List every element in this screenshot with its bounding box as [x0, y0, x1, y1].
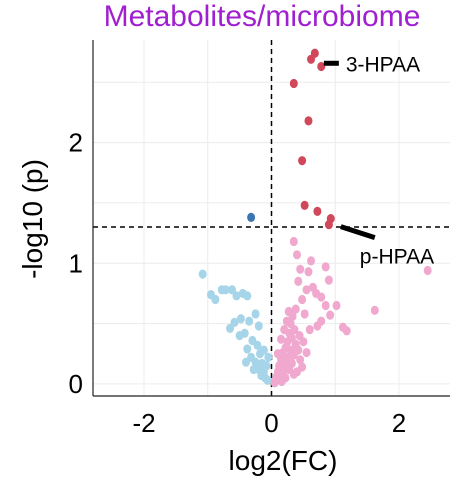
data-point-ns-up	[342, 326, 351, 336]
data-point-ns-up	[289, 369, 298, 379]
data-point-ns-up	[294, 276, 303, 286]
data-point-ns-down	[262, 361, 271, 371]
annotations: 3-HPAA p-HPAA	[323, 53, 434, 269]
x-tick-label: -2	[132, 408, 155, 438]
data-point-ns-up	[270, 378, 279, 388]
data-points	[198, 48, 432, 388]
data-point-ns-up	[277, 376, 286, 387]
data-point-ns-up	[370, 305, 379, 315]
data-point-ns-up	[317, 292, 326, 302]
y-axis-title: -log10 (p)	[17, 159, 48, 279]
annotation-p-hpaa-line	[340, 224, 376, 240]
data-point-ns-up	[273, 349, 282, 359]
data-point-ns-down	[198, 269, 207, 279]
annotation-3-hpaa-label: 3-HPAA	[346, 53, 420, 76]
data-point-ns-up	[280, 325, 289, 335]
axes: -2 0 2 0 1 2	[69, 40, 450, 438]
data-point-sig-up	[324, 220, 333, 230]
data-point-ns-down	[259, 345, 268, 355]
y-tick-label: 1	[69, 248, 83, 278]
data-point-ns-up	[282, 316, 291, 326]
data-point-ns-up	[423, 265, 432, 276]
data-point-ns-down	[254, 321, 263, 331]
data-point-ns-up	[284, 306, 293, 317]
data-point-ns-down	[232, 291, 241, 301]
x-tick-label: 2	[392, 408, 406, 438]
data-point-ns-up	[308, 282, 317, 292]
data-point-ns-up	[324, 275, 333, 285]
data-point-ns-up	[302, 285, 311, 295]
data-point-ns-down	[226, 323, 235, 334]
data-point-ns-down	[243, 291, 252, 301]
data-point-ns-up	[291, 304, 300, 314]
data-point-ns-down	[242, 357, 250, 367]
y-tick-label: 0	[69, 369, 83, 399]
data-point-ns-up	[289, 236, 298, 247]
data-point-sig-up	[300, 200, 309, 210]
data-point-ns-up	[277, 334, 286, 344]
data-point-ns-up	[302, 347, 311, 358]
data-point-ns-down	[249, 364, 258, 375]
data-point-ns-up	[326, 310, 335, 320]
data-point-ns-up	[293, 250, 301, 260]
data-point-ns-up	[307, 256, 316, 266]
data-point-ns-down	[253, 340, 262, 350]
data-point-ns-down	[251, 357, 260, 367]
data-point-ns-up	[321, 262, 330, 272]
data-point-ns-up	[295, 331, 304, 341]
data-point-ns-down	[245, 316, 254, 326]
data-point-ns-down	[227, 285, 236, 295]
data-point-ns-up	[300, 309, 309, 319]
data-point-ns-down	[230, 317, 239, 327]
data-point-ns-up	[294, 345, 303, 355]
data-point-ns-up	[296, 355, 305, 365]
data-point-ns-down	[211, 294, 220, 305]
data-point-ns-down	[251, 309, 260, 319]
annotation-p-hpaa-label: p-HPAA	[360, 246, 434, 269]
data-point-ns-up	[332, 300, 341, 311]
data-point-ns-down	[263, 375, 272, 385]
data-point-sig-up	[289, 78, 298, 89]
threshold-lines	[93, 40, 450, 396]
data-point-ns-up	[313, 321, 322, 331]
y-tick-label: 2	[69, 128, 83, 158]
data-point-ns-up	[321, 300, 330, 311]
data-point-ns-up	[298, 294, 307, 305]
data-point-ns-up	[305, 325, 314, 335]
grid	[93, 40, 450, 396]
data-point-sig-up	[317, 61, 326, 72]
data-point-ns-up	[304, 267, 313, 277]
data-point-ns-up	[296, 264, 305, 274]
data-point-ns-down	[243, 344, 252, 354]
data-point-ns-down	[235, 331, 244, 341]
chart-title: Metabolites/microbiome	[104, 0, 421, 33]
data-point-sig-up	[313, 206, 322, 216]
x-axis-title: log2(FC)	[229, 445, 338, 476]
x-tick-label: 0	[264, 408, 278, 438]
data-point-ns-down	[236, 314, 245, 324]
data-point-sig-up	[304, 116, 313, 126]
data-point-sig-up	[298, 156, 307, 166]
data-point-sig-down	[247, 212, 256, 222]
data-point-ns-down	[264, 352, 273, 362]
data-point-ns-down	[221, 285, 230, 295]
data-point-sig-up	[307, 54, 316, 64]
